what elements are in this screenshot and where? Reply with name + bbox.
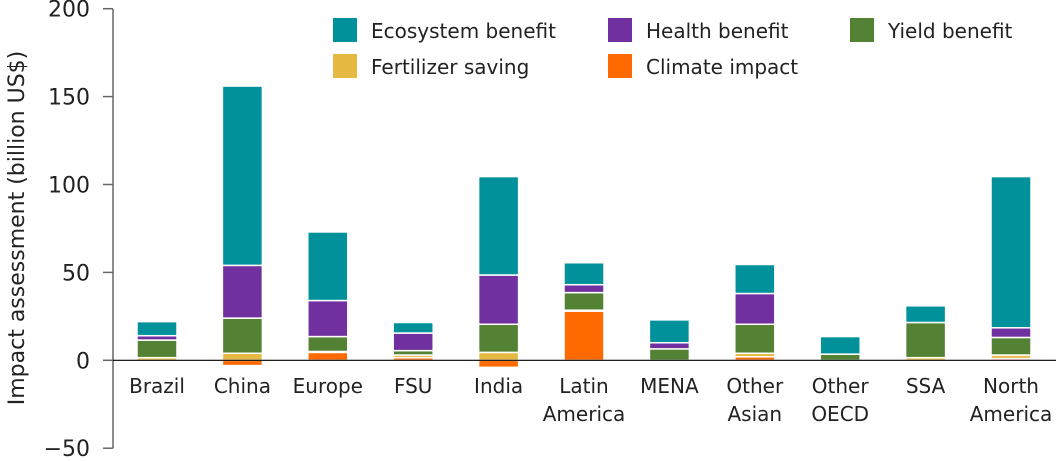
bar-stack (392, 321, 434, 362)
x-tick-label: SSA (906, 374, 946, 398)
bar-segment (221, 264, 264, 319)
legend-swatch (333, 54, 357, 78)
legend-swatch (608, 54, 632, 78)
bar-segment (307, 351, 349, 362)
y-axis-label: Impact assessment (billion US$) (5, 51, 30, 406)
legend-swatch (850, 18, 874, 42)
bar-stack (307, 231, 349, 362)
bar-stack (563, 261, 605, 362)
bar-stack (136, 320, 178, 362)
y-tick-label: 0 (76, 349, 90, 374)
y-tick-label: 50 (62, 261, 90, 286)
bar-stack (477, 175, 520, 369)
bar-segment (819, 335, 861, 355)
y-tick-label: 200 (48, 0, 90, 23)
x-tick-label: Latin (559, 374, 608, 398)
legend-label: Yield benefit (887, 19, 1013, 43)
bar-segment (648, 341, 691, 350)
bar-segment (648, 319, 691, 344)
bar-segment (136, 320, 178, 337)
bar-segment (904, 305, 947, 324)
bar-segment (990, 327, 1032, 339)
x-tick-label: Other (812, 374, 870, 398)
x-tick-label: OECD (811, 402, 869, 426)
x-tick-label: Brazil (129, 374, 185, 398)
bar-segment (990, 336, 1032, 356)
bar-stack (990, 175, 1032, 362)
bar-segment (477, 351, 520, 362)
bar-segment (477, 359, 520, 369)
bar-segment (392, 321, 434, 334)
x-tick-label: FSU (394, 374, 433, 398)
x-tick-label: Other (726, 374, 784, 398)
bar-segment (477, 175, 520, 276)
bar-segment (477, 274, 520, 326)
x-tick-label: America (543, 402, 626, 426)
x-tick-label: MENA (640, 374, 699, 398)
y-tick-label: −50 (44, 437, 90, 457)
bar-segment (221, 85, 264, 267)
x-tick-label: Europe (293, 374, 363, 398)
x-tick-label: America (970, 402, 1053, 426)
bar-segment (392, 332, 434, 352)
bar-segment (563, 261, 605, 286)
legend: Ecosystem benefit Health benefit Yield ben… (333, 18, 1013, 79)
bar-segment (904, 321, 947, 359)
bar-segment (221, 352, 264, 362)
x-axis: Brazil China Europe FSU India Latin America MEN… (113, 359, 1056, 426)
bar-segment (221, 317, 264, 355)
bar-segment (307, 231, 349, 302)
bar-stack (648, 319, 691, 362)
legend-label: Fertilizer saving (371, 55, 529, 79)
bar-stack (904, 305, 947, 362)
bar-segment (734, 263, 776, 295)
x-tick-label: India (474, 374, 523, 398)
bar-segment (648, 348, 691, 362)
x-tick-label: North (983, 374, 1039, 398)
bar-segment (307, 335, 349, 353)
bar-segment (221, 359, 264, 367)
legend-swatch (608, 18, 632, 42)
legend-label: Climate impact (646, 55, 798, 79)
bar-segment (563, 291, 605, 311)
bar-stack (819, 335, 861, 362)
bar-segment (819, 353, 861, 362)
legend-label: Ecosystem benefit (371, 19, 556, 43)
bar-segment (563, 283, 605, 294)
x-tick-label: Asian (728, 402, 783, 426)
bar-stack (734, 263, 776, 362)
bar-segment (477, 323, 520, 354)
y-axis: −50 0 50 100 150 200 (44, 0, 114, 461)
bar-segment (136, 339, 178, 359)
y-tick-label: 150 (48, 86, 90, 111)
bars (136, 85, 1032, 369)
y-tick-label: 100 (48, 174, 90, 199)
bar-segment (563, 310, 605, 362)
x-tick-label: China (214, 374, 271, 398)
bar-segment (307, 299, 349, 338)
bar-segment (990, 175, 1032, 329)
legend-swatch (333, 18, 357, 42)
legend-label: Health benefit (646, 19, 789, 43)
bar-segment (734, 292, 776, 326)
bar-segment (734, 323, 776, 355)
bar-stack (221, 85, 264, 367)
